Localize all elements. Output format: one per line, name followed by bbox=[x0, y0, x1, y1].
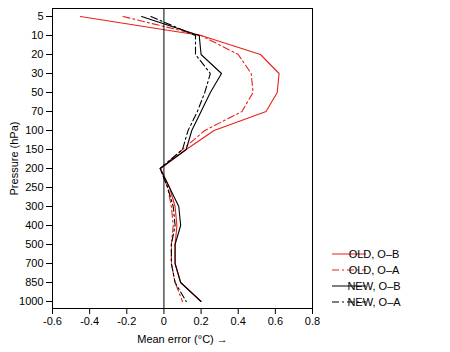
svg-text:400: 400 bbox=[25, 219, 43, 231]
svg-text:0.2: 0.2 bbox=[193, 315, 208, 327]
svg-text:50: 50 bbox=[31, 86, 43, 98]
svg-text:150: 150 bbox=[25, 143, 43, 155]
svg-text:5: 5 bbox=[37, 10, 43, 22]
svg-text:-0.4: -0.4 bbox=[80, 315, 99, 327]
svg-text:100: 100 bbox=[25, 124, 43, 136]
svg-text:200: 200 bbox=[25, 162, 43, 174]
svg-text:0.6: 0.6 bbox=[268, 315, 283, 327]
svg-text:70: 70 bbox=[31, 105, 43, 117]
svg-text:700: 700 bbox=[25, 257, 43, 269]
svg-text:10: 10 bbox=[31, 29, 43, 41]
svg-text:OLD, O–B: OLD, O–B bbox=[349, 248, 400, 260]
svg-text:NEW, O–B: NEW, O–B bbox=[347, 280, 400, 292]
svg-text:-0.6: -0.6 bbox=[43, 315, 62, 327]
svg-text:Mean error (°C) →: Mean error (°C) → bbox=[137, 333, 228, 345]
svg-text:-0.2: -0.2 bbox=[117, 315, 136, 327]
svg-text:20: 20 bbox=[31, 48, 43, 60]
svg-text:0.4: 0.4 bbox=[231, 315, 246, 327]
svg-text:850: 850 bbox=[25, 276, 43, 288]
svg-text:0.8: 0.8 bbox=[305, 315, 320, 327]
svg-text:1000: 1000 bbox=[19, 295, 43, 307]
svg-text:OLD, O–A: OLD, O–A bbox=[349, 264, 400, 276]
svg-text:Pressure (hPa): Pressure (hPa) bbox=[8, 122, 20, 196]
svg-text:250: 250 bbox=[25, 181, 43, 193]
svg-text:30: 30 bbox=[31, 67, 43, 79]
svg-text:300: 300 bbox=[25, 200, 43, 212]
svg-text:0: 0 bbox=[161, 315, 167, 327]
svg-text:NEW, O–A: NEW, O–A bbox=[347, 296, 401, 308]
svg-text:500: 500 bbox=[25, 238, 43, 250]
